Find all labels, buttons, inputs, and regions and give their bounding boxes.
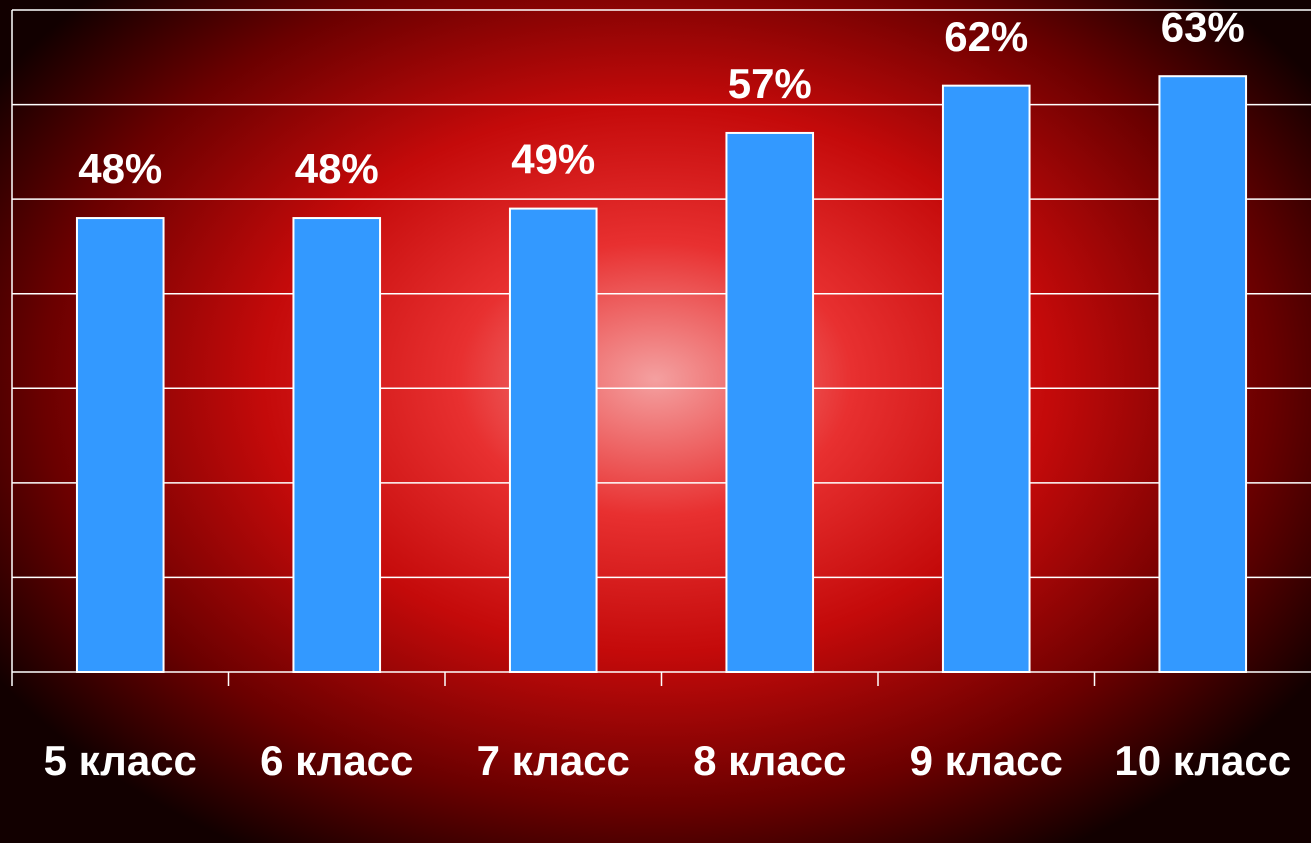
bar bbox=[725, 131, 815, 673]
value-label: 57% bbox=[728, 60, 812, 107]
x-tick-label: 10 класс bbox=[1114, 737, 1292, 784]
x-tick-label: 8 класс bbox=[693, 737, 847, 784]
x-tick-label: 6 класс bbox=[260, 737, 414, 784]
x-tick-label: 5 класс bbox=[43, 737, 197, 784]
bar bbox=[508, 207, 598, 673]
bar bbox=[1158, 75, 1248, 673]
x-tick-label: 9 класс bbox=[909, 737, 1063, 784]
value-label: 62% bbox=[944, 13, 1028, 60]
value-label: 63% bbox=[1161, 3, 1245, 50]
bar bbox=[941, 84, 1031, 673]
value-label: 48% bbox=[295, 145, 379, 192]
x-tick-label: 7 класс bbox=[476, 737, 630, 784]
value-label: 49% bbox=[511, 136, 595, 183]
bar bbox=[75, 217, 165, 674]
bar bbox=[292, 217, 382, 674]
value-label: 48% bbox=[78, 145, 162, 192]
